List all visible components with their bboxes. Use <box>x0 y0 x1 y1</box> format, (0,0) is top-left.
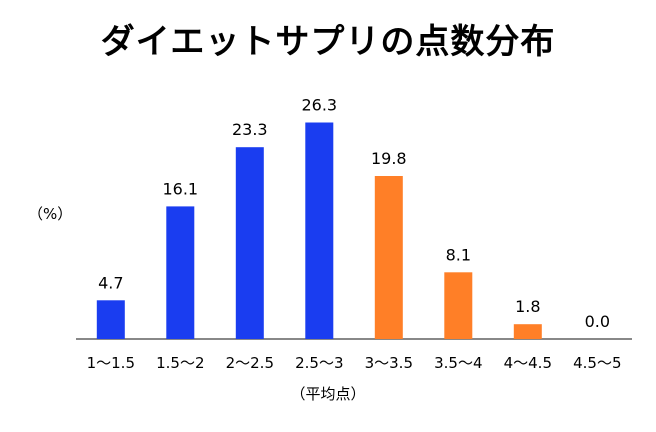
x-tick-label-6: 3.5〜4 <box>434 354 482 372</box>
x-tick-label-5: 3〜3.5 <box>365 354 413 372</box>
value-label-5: 19.8 <box>371 149 407 168</box>
x-tick-label-1: 1〜1.5 <box>87 354 135 372</box>
y-axis-label: （%） <box>28 205 73 223</box>
value-label-8: 0.0 <box>585 312 610 331</box>
value-labels-group: 4.7 16.1 23.3 26.3 19.8 8.1 1.8 0.0 <box>98 96 610 332</box>
x-tick-label-4: 2.5〜3 <box>295 354 343 372</box>
x-axis-label: （平均点） <box>290 385 366 403</box>
bar-7 <box>513 324 542 339</box>
bar-5 <box>374 176 403 339</box>
x-tick-label-8: 4.5〜5 <box>573 354 621 372</box>
x-tick-labels-group: 1〜1.5 1.5〜2 2〜2.5 2.5〜3 3〜3.5 3.5〜4 4〜4.5 4.5〜5 <box>87 354 622 372</box>
bars-group <box>96 122 542 339</box>
bar-4 <box>305 122 334 339</box>
x-tick-label-7: 4〜4.5 <box>504 354 552 372</box>
bar-6 <box>444 272 473 339</box>
bar-2 <box>166 206 195 339</box>
value-label-7: 1.8 <box>515 297 540 316</box>
bar-1 <box>96 300 125 339</box>
value-label-6: 8.1 <box>446 245 471 264</box>
value-label-3: 23.3 <box>232 120 268 139</box>
chart-title: ダイエットサプリの点数分布 <box>100 22 556 62</box>
bar-3 <box>235 147 264 339</box>
value-label-2: 16.1 <box>162 179 198 198</box>
x-tick-label-2: 1.5〜2 <box>156 354 204 372</box>
x-tick-label-3: 2〜2.5 <box>226 354 274 372</box>
value-label-1: 4.7 <box>98 273 123 292</box>
value-label-4: 26.3 <box>301 96 337 115</box>
